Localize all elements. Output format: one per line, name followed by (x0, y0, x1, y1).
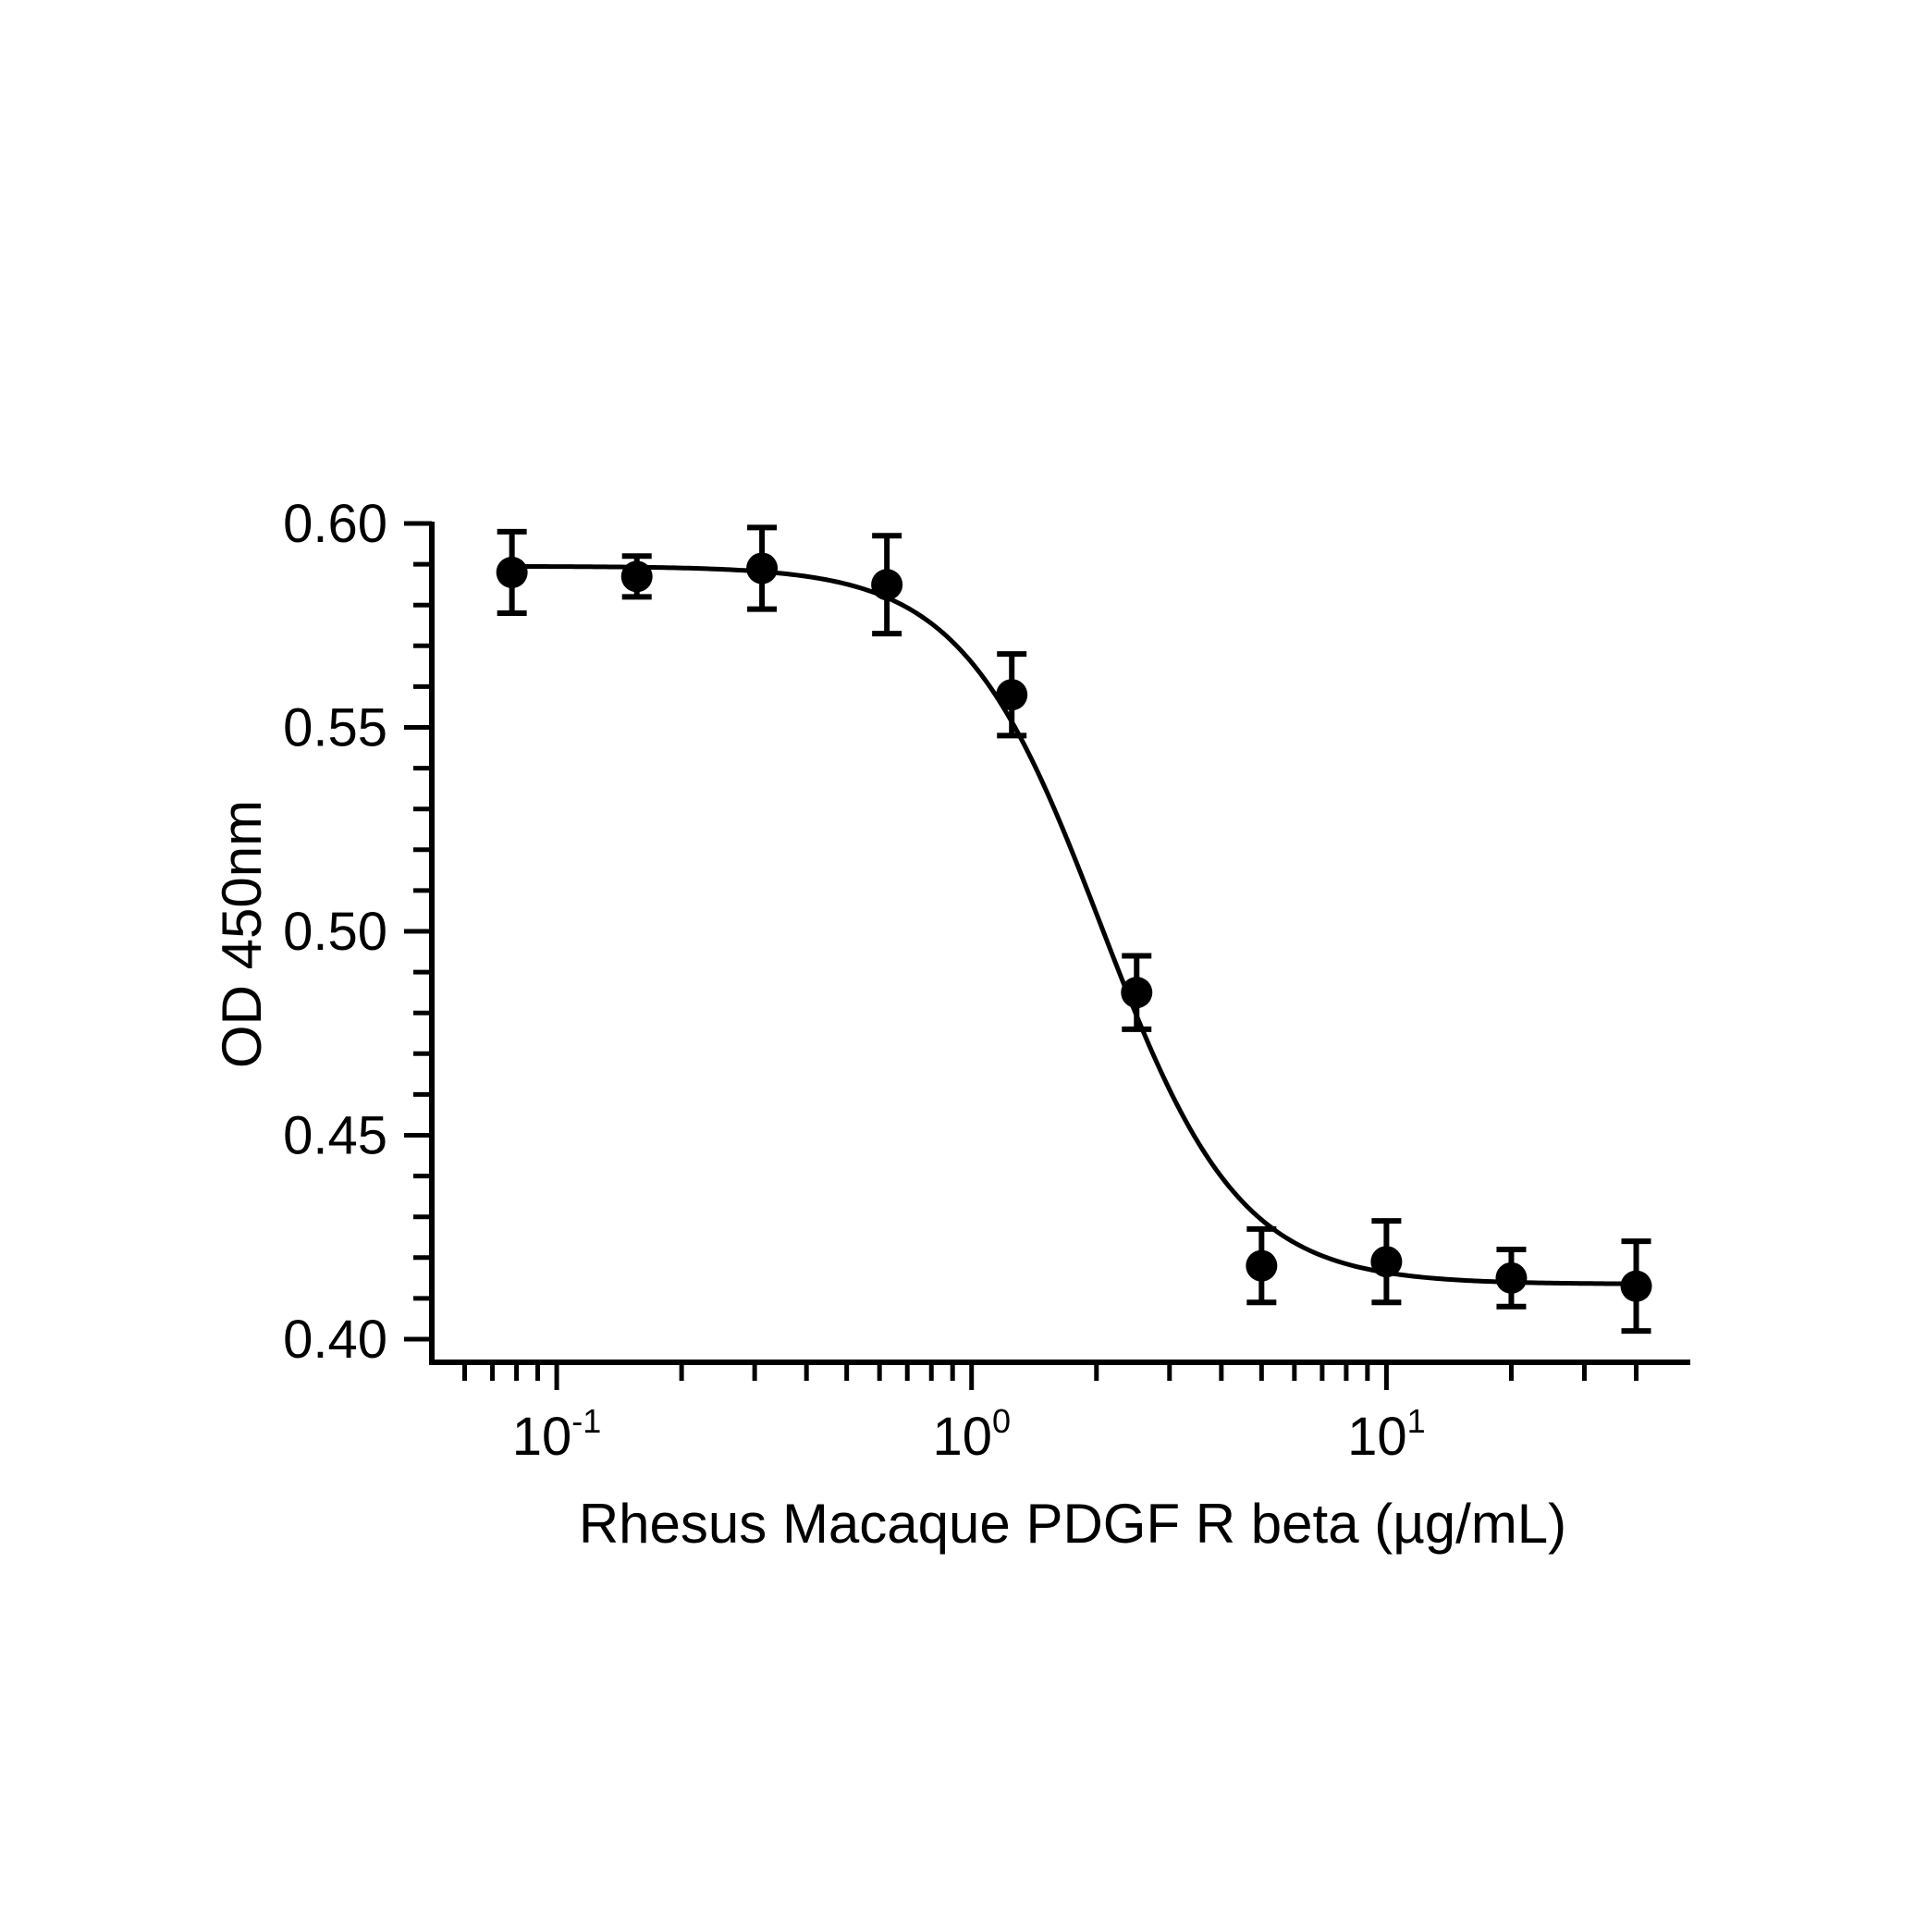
data-point (1620, 1270, 1652, 1302)
data-point (496, 556, 528, 588)
axes-layer (429, 522, 1690, 1365)
y-tick-label: 0.60 (283, 494, 387, 554)
y-axis-title: OD 450nm (211, 800, 273, 1068)
x-tick-label-exponent: -1 (571, 1402, 601, 1440)
data-point (1370, 1246, 1403, 1278)
data-point (871, 569, 903, 601)
x-tick-label-exponent: 1 (1407, 1402, 1426, 1440)
data-point (1121, 977, 1153, 1009)
fit-curve-layer (511, 563, 1637, 1286)
y-tick-label: 0.40 (283, 1310, 387, 1370)
y-tick-label: 0.55 (283, 698, 387, 758)
x-tick-label-exponent: 0 (992, 1402, 1011, 1440)
fit-curve (511, 563, 1637, 1286)
data-point (1246, 1249, 1278, 1282)
data-point (996, 679, 1028, 711)
x-ticks-layer: 10-1 100 101 (462, 1362, 1639, 1467)
x-tick-label: 101 (1347, 1402, 1426, 1467)
data-point (1495, 1261, 1528, 1294)
y-tick-label: 0.45 (283, 1106, 387, 1166)
data-point (746, 552, 779, 585)
x-tick-label-base: 10 (512, 1407, 572, 1467)
x-axis-title: Rhesus Macaque PDGF R beta (µg/mL) (579, 1493, 1566, 1555)
x-tick-label: 10-1 (512, 1402, 602, 1467)
x-tick-label-base: 10 (932, 1407, 992, 1467)
y-ticks-layer: 0.40 0.45 0.50 0.55 0.60 (283, 494, 432, 1370)
x-tick-label-base: 10 (1347, 1407, 1407, 1467)
error-bars-layer (497, 524, 1651, 1335)
x-tick-label: 100 (932, 1402, 1011, 1467)
y-tick-label: 0.50 (283, 902, 387, 962)
data-points-layer (496, 552, 1652, 1302)
data-point (620, 560, 653, 593)
